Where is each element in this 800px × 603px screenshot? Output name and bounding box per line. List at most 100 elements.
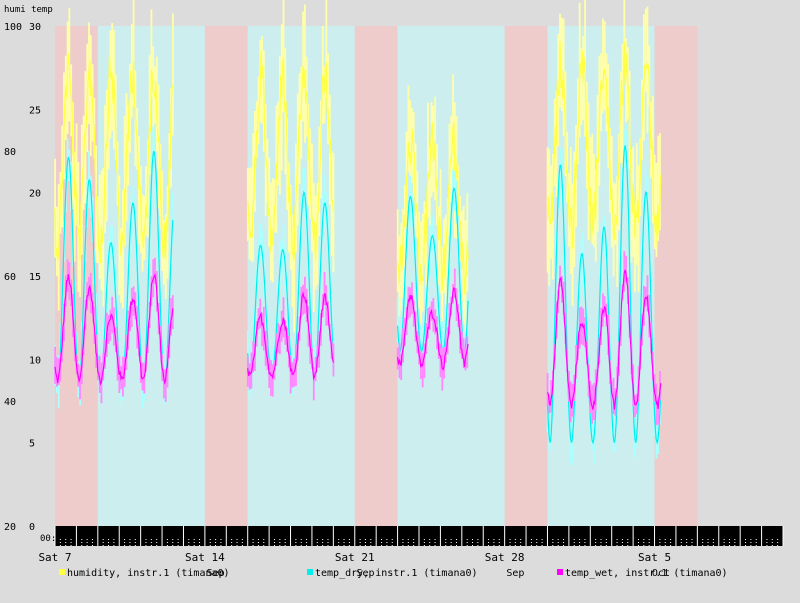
range-bar xyxy=(580,48,583,126)
range-bar xyxy=(425,208,428,315)
background-band-4 xyxy=(354,26,398,526)
range-bar xyxy=(271,178,274,283)
series-line xyxy=(247,291,334,381)
range-bar xyxy=(271,364,274,397)
range-bar xyxy=(332,343,335,377)
range-bar xyxy=(130,287,133,328)
range-bar xyxy=(330,151,333,256)
right-axis-tick-label: 0 xyxy=(29,522,35,533)
range-bar xyxy=(600,53,602,132)
range-bar xyxy=(612,377,615,414)
range-bar xyxy=(323,174,326,215)
background-band-6 xyxy=(504,26,548,526)
range-bar xyxy=(120,227,123,303)
series-line xyxy=(54,53,174,264)
range-bar xyxy=(132,0,135,107)
range-bar xyxy=(616,176,619,288)
range-bar xyxy=(644,8,647,92)
range-bar xyxy=(132,186,135,215)
x-axis-tick-label: Sat 5 xyxy=(638,551,671,564)
time-label: 00: xyxy=(40,534,56,544)
range-bar xyxy=(644,286,647,307)
range-bar xyxy=(312,367,315,401)
range-bar xyxy=(421,213,424,312)
range-bar xyxy=(575,344,578,379)
range-bar xyxy=(653,154,656,250)
range-bar xyxy=(95,145,98,263)
range-bar xyxy=(412,300,415,327)
range-bar xyxy=(152,46,155,151)
range-bar xyxy=(441,247,444,359)
range-bar xyxy=(127,105,130,186)
series-humidity-segment-0 xyxy=(54,0,174,311)
series-line xyxy=(54,150,174,387)
range-bar xyxy=(311,143,313,253)
range-bar xyxy=(623,0,626,71)
range-bar xyxy=(593,420,595,465)
range-bar xyxy=(261,36,263,124)
range-bar xyxy=(444,334,447,364)
range-bar xyxy=(546,373,549,406)
range-bar xyxy=(409,287,412,318)
range-bar xyxy=(577,78,579,164)
range-bar xyxy=(73,151,76,262)
right-axis-tick-label: 5 xyxy=(29,439,35,450)
range-bar xyxy=(79,365,81,400)
range-bar xyxy=(282,224,285,269)
range-bar xyxy=(409,175,412,227)
range-bar xyxy=(580,239,583,279)
range-bar xyxy=(130,195,133,238)
range-bar xyxy=(277,322,280,354)
series-humidity-segment-2 xyxy=(396,74,469,359)
range-bar xyxy=(287,163,290,253)
range-bar xyxy=(428,147,431,237)
legend-label: humidity, instr.1 (timana0) xyxy=(67,568,230,579)
series-temp-wet-segment-2 xyxy=(396,268,469,391)
range-bar xyxy=(634,395,636,418)
range-bar xyxy=(286,117,288,211)
range-bar xyxy=(279,55,281,195)
range-bar xyxy=(657,396,660,425)
range-bar xyxy=(138,136,140,245)
range-bar xyxy=(270,182,272,281)
range-bar xyxy=(109,225,112,258)
range-bar xyxy=(282,0,285,113)
range-bar xyxy=(109,309,112,341)
range-bar xyxy=(614,183,617,245)
range-bar xyxy=(566,131,569,203)
range-bar xyxy=(259,298,262,329)
range-bar xyxy=(396,209,399,293)
range-bar xyxy=(298,73,301,184)
series-temp-wet-segment-0 xyxy=(54,257,174,404)
series-line xyxy=(397,122,469,295)
range-bar xyxy=(261,229,263,261)
range-bar xyxy=(154,257,156,284)
right-axis-tick-label: 25 xyxy=(29,105,41,116)
x-axis-month-label: Sep xyxy=(506,568,524,579)
range-bar xyxy=(163,368,165,399)
left-axis-tick-label: 60 xyxy=(4,272,16,283)
range-bar xyxy=(396,297,399,343)
range-bar xyxy=(129,305,131,332)
range-bar xyxy=(321,25,324,125)
x-axis-tick-label: Sat 21 xyxy=(335,551,375,564)
range-bar xyxy=(591,417,594,451)
range-bar xyxy=(289,355,292,394)
series-humidity-segment-3 xyxy=(546,0,662,306)
range-bar xyxy=(427,307,429,339)
range-bar xyxy=(252,341,255,373)
range-bar xyxy=(314,357,317,382)
left-axis-tick-label: 40 xyxy=(4,397,16,408)
series-line xyxy=(247,51,334,262)
range-bar xyxy=(646,275,649,312)
range-bar xyxy=(559,265,561,287)
background-band-2 xyxy=(204,26,248,526)
x-axis-month-label: Sep xyxy=(356,568,374,579)
range-bar xyxy=(98,174,101,280)
range-bar xyxy=(75,123,78,226)
series-line xyxy=(546,269,662,410)
range-bar xyxy=(589,137,592,214)
range-bar xyxy=(400,354,403,381)
series-line xyxy=(546,145,662,445)
range-bar xyxy=(54,346,56,384)
